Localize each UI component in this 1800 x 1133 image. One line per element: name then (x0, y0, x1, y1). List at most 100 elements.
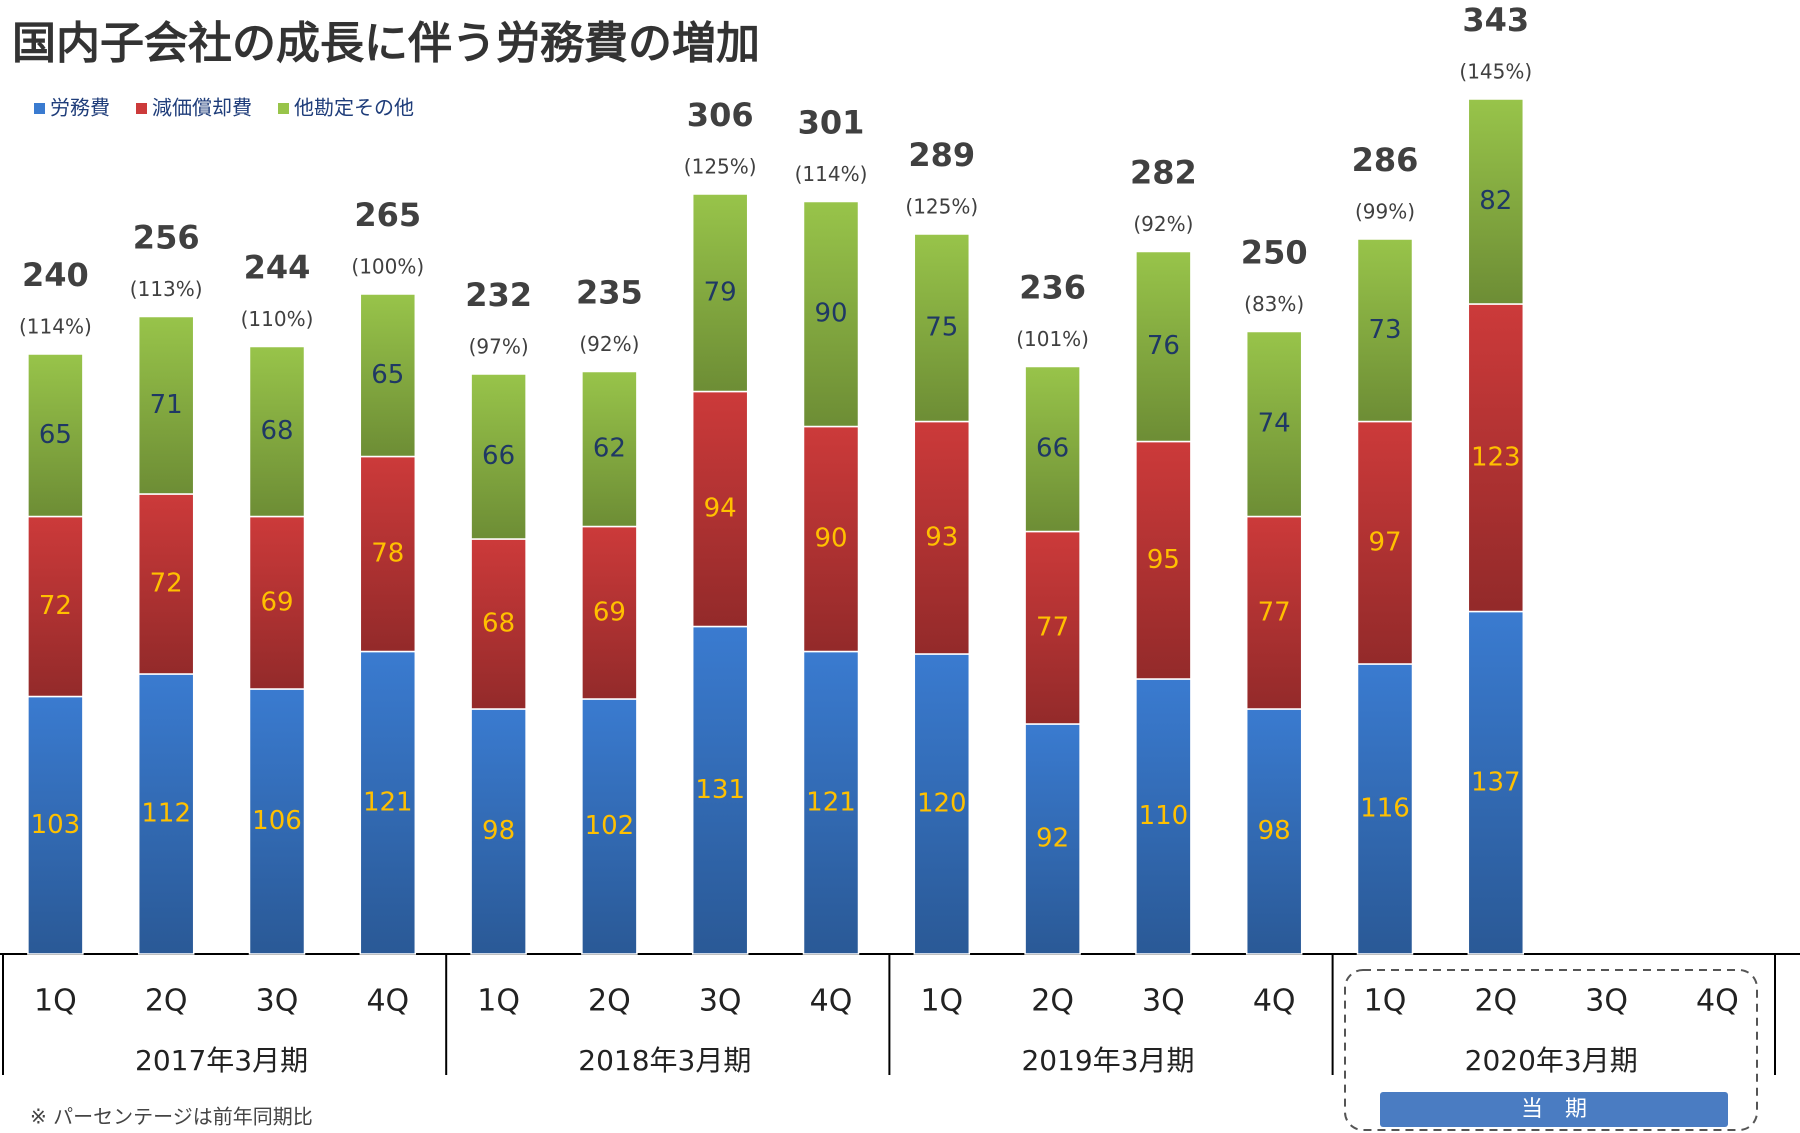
yoy-label: (113%) (130, 277, 203, 301)
segment-label: 121 (806, 787, 856, 817)
group-label: 2019年3月期 (1021, 1044, 1194, 1077)
total-label: 256 (133, 219, 200, 257)
x-tick-label: 2Q (588, 984, 631, 1019)
x-tick-label: 2Q (1031, 984, 1074, 1019)
yoy-label: (114%) (795, 162, 868, 186)
yoy-label: (125%) (684, 155, 757, 179)
x-tick-label: 2Q (1474, 984, 1517, 1019)
segment-label: 82 (1479, 186, 1512, 216)
bar-segment (1467, 303, 1525, 613)
bar-segment (581, 698, 638, 955)
legend-swatch (34, 103, 45, 114)
bar-segment (27, 515, 84, 698)
segment-label: 66 (1036, 434, 1069, 464)
bar-segment (913, 420, 971, 655)
bar-segment (913, 233, 971, 423)
bar-segment (1245, 330, 1303, 518)
group-label: 2020年3月期 (1465, 1044, 1638, 1077)
bar-segment (1245, 515, 1303, 710)
bar-segment (1135, 678, 1192, 955)
segment-label: 66 (482, 441, 515, 471)
total-label: 286 (1352, 141, 1419, 179)
segment-label: 79 (704, 277, 737, 307)
segment-label: 62 (593, 434, 626, 464)
bar-segment (913, 653, 971, 955)
segment-label: 74 (1258, 409, 1291, 439)
bar-segment (1356, 238, 1414, 423)
current-period-badge (1380, 1092, 1728, 1127)
segment-label: 93 (925, 522, 958, 552)
x-tick-label: 1Q (477, 984, 520, 1019)
bar-segment (470, 538, 527, 710)
bar-segment (691, 390, 749, 628)
yoy-label: (114%) (19, 315, 92, 339)
segment-label: 77 (1036, 612, 1069, 642)
bar-segment (691, 193, 749, 393)
segment-label: 97 (1368, 527, 1401, 557)
x-tick-label: 3Q (1142, 984, 1185, 1019)
segment-label: 68 (260, 416, 293, 446)
segment-label: 90 (814, 524, 847, 554)
yoy-label: (100%) (351, 255, 424, 279)
current-period-label: 当 期 (1521, 1097, 1587, 1122)
segment-label: 94 (704, 494, 737, 524)
segment-label: 112 (141, 799, 191, 829)
segment-label: 131 (695, 775, 745, 805)
bar-segment (137, 315, 195, 495)
x-tick-label: 4Q (366, 984, 409, 1019)
total-label: 289 (908, 136, 975, 174)
current-period-box (1344, 969, 1758, 1131)
x-tick-label: 3Q (256, 984, 299, 1019)
legend-label: 減価償却費 (152, 96, 252, 120)
segment-label: 69 (260, 587, 293, 617)
yoy-label: (92%) (1133, 212, 1193, 236)
total-label: 244 (244, 249, 311, 287)
legend-label: 他勘定その他 (294, 96, 414, 120)
segment-label: 110 (1139, 801, 1189, 831)
bar-segment (1245, 708, 1303, 955)
bar-segment (802, 650, 860, 955)
total-label: 265 (354, 196, 421, 234)
bar-segment (802, 200, 860, 428)
segment-label: 65 (39, 420, 72, 450)
bar-segment (248, 345, 306, 518)
bar-segment (470, 373, 527, 540)
total-label: 306 (687, 96, 754, 134)
bar-segment (359, 293, 417, 458)
yoy-label: (92%) (579, 332, 639, 356)
yoy-label: (83%) (1244, 292, 1304, 316)
legend-swatch (278, 103, 289, 114)
bar-segment (1467, 98, 1525, 305)
total-label: 250 (1241, 234, 1308, 272)
segment-label: 95 (1147, 545, 1180, 575)
segment-label: 69 (593, 597, 626, 627)
bar-segment (27, 353, 84, 518)
total-label: 282 (1130, 154, 1197, 192)
bar-segment (581, 370, 638, 528)
yoy-label: (110%) (241, 307, 314, 331)
yoy-label: (101%) (1016, 327, 1089, 351)
bar-segment (137, 493, 195, 675)
segment-label: 78 (371, 539, 404, 569)
segment-label: 102 (585, 811, 635, 841)
segment-label: 77 (1258, 597, 1291, 627)
segment-label: 103 (31, 810, 81, 840)
segment-label: 71 (150, 390, 183, 420)
total-label: 343 (1462, 1, 1529, 39)
total-label: 236 (1019, 269, 1086, 307)
bar-segment (1024, 530, 1081, 725)
segment-label: 65 (371, 360, 404, 390)
total-label: 301 (798, 104, 865, 142)
total-label: 235 (576, 274, 643, 312)
bar-segment (248, 515, 306, 690)
total-label: 240 (22, 256, 89, 294)
segment-label: 72 (150, 569, 183, 599)
segment-label: 120 (917, 789, 967, 819)
bar-segment (1356, 663, 1414, 955)
segment-label: 98 (482, 816, 515, 846)
segment-label: 90 (814, 299, 847, 329)
bar-segment (1135, 250, 1192, 443)
yoy-label: (145%) (1459, 60, 1532, 84)
bar-segment (1024, 365, 1081, 533)
